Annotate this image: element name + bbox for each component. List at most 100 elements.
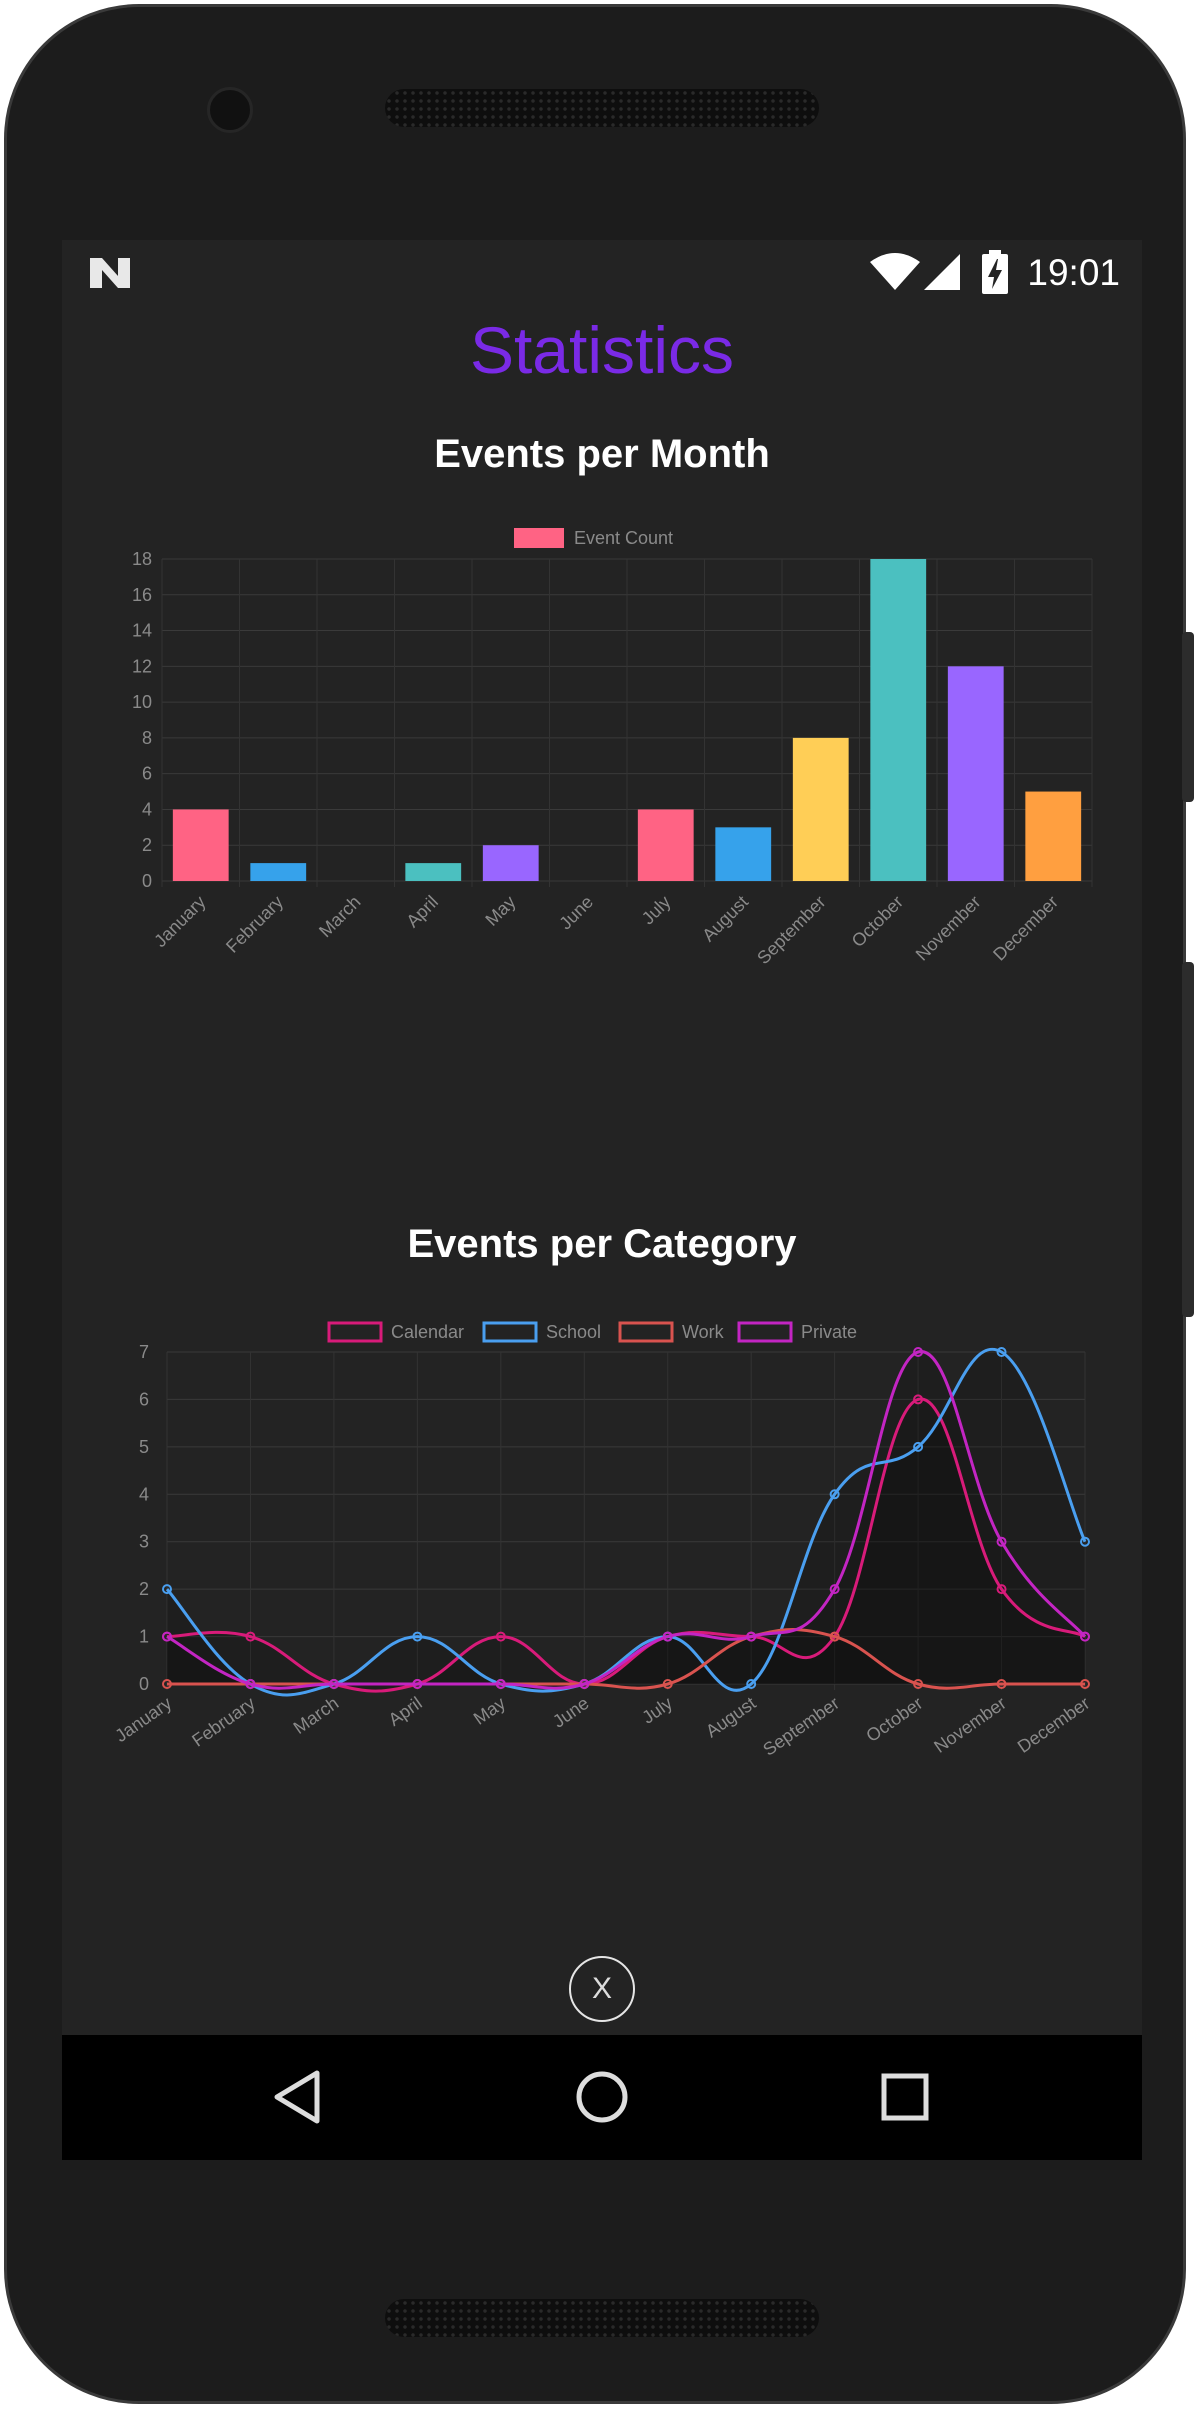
volume-button	[1182, 632, 1194, 802]
y-tick-label: 4	[142, 799, 152, 819]
power-button	[1182, 962, 1194, 1317]
bar	[250, 863, 307, 881]
x-tick-label: March	[290, 1693, 342, 1738]
status-time: 19:01	[1027, 252, 1120, 293]
x-tick-label: February	[188, 1693, 258, 1751]
data-point	[913, 1347, 924, 1357]
close-button[interactable]: X	[569, 1956, 635, 2022]
x-tick-label: May	[481, 892, 519, 930]
data-point	[162, 1679, 172, 1689]
y-tick-label: 8	[142, 728, 152, 748]
y-tick-label: 6	[142, 764, 152, 784]
y-tick-label: 4	[139, 1484, 149, 1504]
y-tick-label: 6	[139, 1389, 149, 1409]
x-tick-label: July	[638, 1693, 676, 1728]
top-speaker	[385, 89, 819, 127]
legend-label: School	[546, 1322, 601, 1342]
recents-icon[interactable]	[873, 2065, 937, 2129]
data-point	[495, 1631, 506, 1642]
legend-swatch	[737, 1321, 793, 1343]
data-point	[746, 1631, 757, 1642]
y-tick-label: 16	[132, 585, 152, 605]
x-tick-label: September	[759, 1693, 843, 1760]
back-icon[interactable]	[267, 2065, 331, 2129]
bar-chart-title: Events per Month	[434, 432, 770, 476]
x-tick-label: September	[753, 892, 829, 968]
series-line	[166, 1350, 1087, 1690]
data-point	[1080, 1679, 1090, 1689]
y-tick-label: 0	[139, 1674, 149, 1694]
bar	[792, 737, 849, 881]
bar	[637, 809, 694, 881]
y-tick-label: 14	[132, 621, 152, 641]
legend-swatch	[618, 1321, 674, 1343]
x-tick-label: December	[989, 892, 1062, 965]
x-tick-label: June	[555, 892, 597, 934]
data-point	[996, 1679, 1007, 1689]
bar	[870, 559, 927, 881]
events-per-month-chart: Event Count 0 2 4 6 8 10 12 14 16 18 January Februar…	[132, 528, 1093, 968]
front-camera	[207, 87, 253, 133]
x-tick-label: May	[470, 1693, 509, 1729]
bar	[1025, 791, 1082, 881]
series-area	[167, 1351, 1085, 1689]
y-tick-label: 2	[139, 1579, 149, 1599]
x-tick-label: August	[702, 1693, 759, 1742]
data-point	[829, 1489, 840, 1500]
y-tick-label: 2	[142, 835, 152, 855]
y-tick-label: 1	[139, 1627, 149, 1647]
bar	[715, 827, 772, 881]
data-point	[245, 1631, 256, 1642]
data-point	[1080, 1536, 1090, 1547]
data-point	[996, 1347, 1007, 1357]
data-point	[913, 1679, 924, 1689]
y-tick-label: 12	[132, 656, 152, 676]
x-tick-label: December	[1014, 1693, 1093, 1757]
data-point	[746, 1679, 757, 1689]
phone-frame: 19:01 Statistics Events per Month Event …	[4, 4, 1194, 2404]
x-tick-label: April	[402, 892, 442, 932]
legend-swatch	[482, 1321, 538, 1343]
data-point	[996, 1584, 1007, 1595]
battery-charging-icon	[982, 250, 1008, 294]
x-tick-label: October	[862, 1693, 926, 1746]
line-chart-title: Events per Category	[407, 1222, 797, 1266]
bottom-speaker	[385, 2299, 819, 2337]
bar	[405, 863, 462, 881]
legend-label: Private	[801, 1322, 857, 1342]
x-tick-label: August	[698, 892, 752, 946]
x-tick-label: March	[315, 892, 365, 942]
series-area	[167, 1349, 1085, 1695]
data-point	[1080, 1631, 1090, 1642]
y-tick-label: 7	[139, 1342, 149, 1362]
x-tick-label: November	[912, 892, 985, 965]
page-title: Statistics	[469, 313, 735, 387]
legend-swatch	[514, 528, 564, 548]
data-point	[996, 1536, 1007, 1547]
legend-label: Event Count	[574, 528, 673, 548]
signal-icon	[924, 254, 960, 290]
y-tick-label: 10	[132, 692, 152, 712]
y-tick-label: 0	[142, 871, 152, 891]
navigation-bar	[62, 2035, 1142, 2160]
y-tick-label: 18	[132, 549, 152, 569]
wifi-icon	[870, 253, 920, 290]
data-point	[662, 1679, 673, 1689]
data-point	[829, 1584, 840, 1595]
data-point	[662, 1631, 673, 1642]
series-area	[167, 1629, 1085, 1689]
legend-label: Work	[682, 1322, 725, 1342]
y-tick-label: 3	[139, 1532, 149, 1552]
x-tick-label: January	[150, 892, 209, 951]
bar	[482, 845, 539, 881]
data-point	[162, 1631, 172, 1642]
events-per-category-chart: Calendar School Work Private 0 1 2 3 4 5 6 7 January…	[111, 1321, 1093, 1760]
data-point	[162, 1584, 172, 1595]
data-point	[829, 1631, 840, 1642]
home-icon[interactable]	[570, 2065, 634, 2129]
bar	[947, 666, 1004, 881]
status-bar: 19:01	[62, 240, 1142, 304]
legend-label: Calendar	[391, 1322, 464, 1342]
x-tick-label: January	[111, 1693, 175, 1746]
x-tick-label: October	[848, 892, 907, 951]
